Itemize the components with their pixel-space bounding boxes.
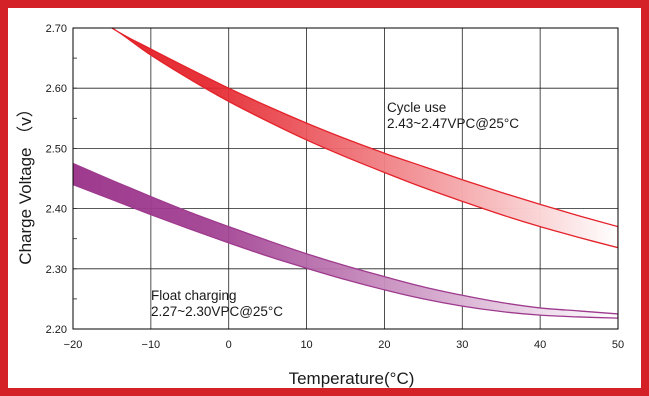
plot-border: [72, 27, 619, 330]
series-annotation-line: Cycle use: [387, 100, 446, 115]
voltage-bands: [73, 28, 618, 319]
x-tick-label: −20: [64, 339, 83, 351]
y-tick-label: 2.60: [46, 83, 67, 95]
y-tick-label: 2.40: [46, 204, 67, 216]
y-axis-label: Charge Voltage （v）: [16, 100, 35, 264]
y-tick-label: 2.70: [46, 23, 67, 35]
y-tick-label: 2.20: [46, 324, 67, 336]
x-tick-label: −10: [142, 339, 161, 351]
plot-area: [73, 28, 618, 329]
x-axis-label: Temperature(°C): [289, 369, 415, 388]
x-tick-label: 40: [534, 339, 546, 351]
series-annotation-line: Float charging: [151, 288, 237, 303]
band-float-charging: [73, 162, 618, 319]
x-tick-label: 20: [378, 339, 390, 351]
band-cycle-use: [110, 28, 618, 249]
y-tick-label: 2.50: [46, 143, 67, 155]
x-tick-label: 10: [300, 339, 312, 351]
x-tick-label: 0: [226, 339, 232, 351]
series-annotation-line: 2.43~2.47VPC@25°C: [387, 116, 519, 131]
series-annotation-line: 2.27~2.30VPC@25°C: [151, 304, 283, 319]
tick-labels: 2.20 2.30 2.40 2.50 2.60 2.70 −20 −10 0 10 20 30 40 5…: [46, 23, 625, 351]
x-tick-label: 30: [456, 339, 468, 351]
y-tick-label: 2.30: [46, 264, 67, 276]
x-tick-label: 50: [612, 339, 624, 351]
